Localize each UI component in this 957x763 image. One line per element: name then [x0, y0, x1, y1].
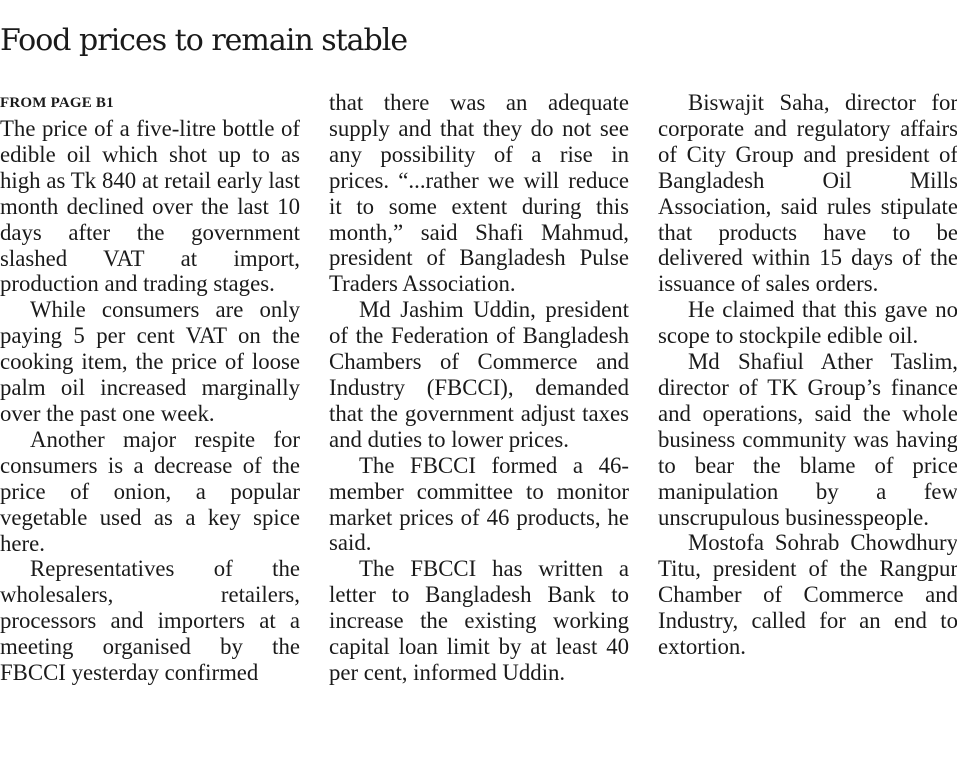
paragraph: He claimed that this gave no scope to st… — [658, 297, 957, 349]
paragraph: Another major respite for consumers is a… — [0, 426, 300, 556]
paragraph: The price of a five-litre bottle of edib… — [0, 116, 300, 297]
article-column-3: Biswajit Saha, director for corporate an… — [658, 90, 957, 660]
paragraph: The FBCCI has written a letter to Bangla… — [329, 556, 629, 685]
paragraph: Md Jashim Uddin, president of the Federa… — [329, 297, 629, 452]
headline: Food prices to remain stable — [0, 23, 408, 58]
article-column-1: FROM PAGE B1 The price of a five-litre b… — [0, 90, 300, 686]
paragraph: Mostofa Sohrab Chowdhury Titu, president… — [658, 530, 957, 660]
paragraph: Md Shafiul Ather Taslim, director of TK … — [658, 349, 957, 530]
kicker: FROM PAGE B1 — [0, 95, 114, 111]
paragraph: The FBCCI formed a 46-member committee t… — [329, 452, 629, 556]
paragraph: that there was an adequate supply and th… — [329, 90, 629, 297]
article-column-2: that there was an adequate supply and th… — [329, 90, 629, 686]
paragraph: Biswajit Saha, director for corporate an… — [658, 90, 957, 297]
paragraph: Representatives of the wholesalers, reta… — [0, 556, 300, 686]
paragraph: While consumers are only paying 5 per ce… — [0, 297, 300, 426]
